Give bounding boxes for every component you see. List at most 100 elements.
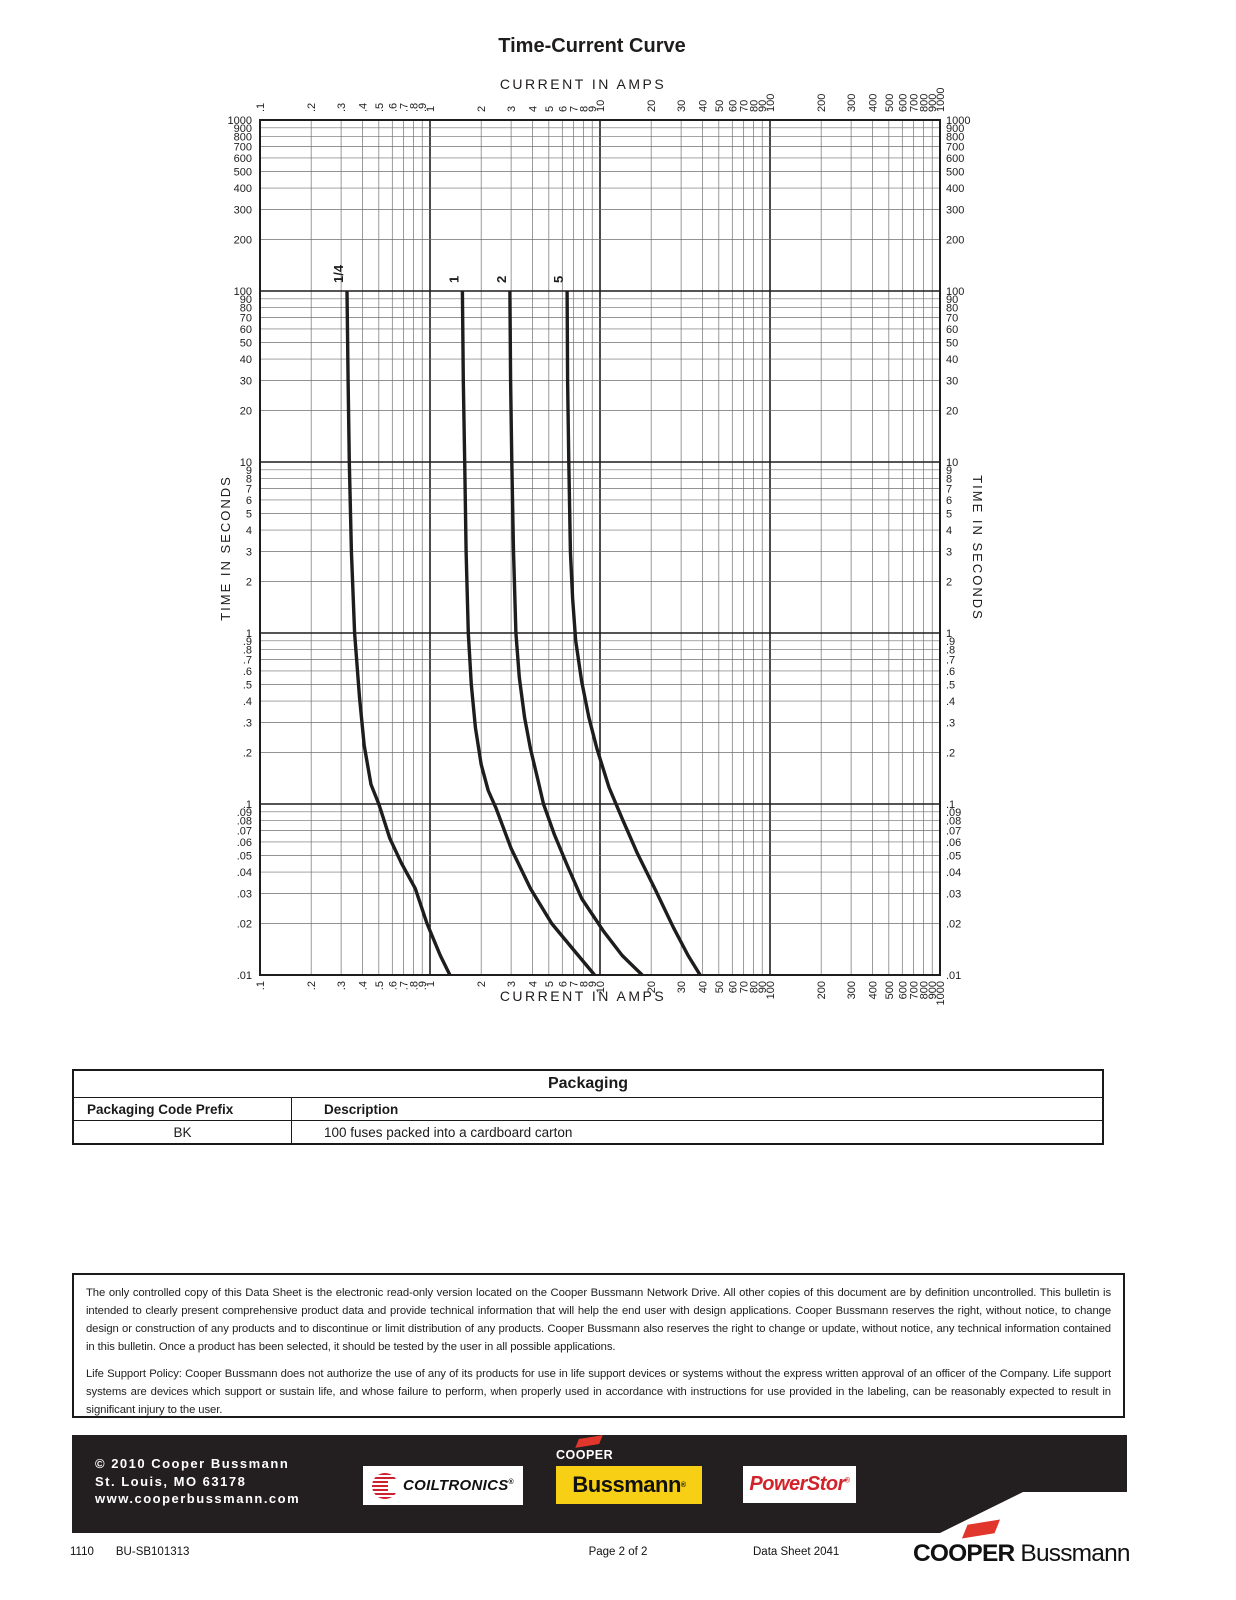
svg-text:30: 30 — [676, 981, 688, 993]
svg-text:70: 70 — [739, 981, 751, 993]
svg-text:4: 4 — [527, 106, 539, 112]
svg-text:1: 1 — [246, 628, 252, 640]
svg-text:9: 9 — [946, 465, 952, 477]
svg-text:200: 200 — [816, 94, 828, 112]
svg-text:60: 60 — [727, 100, 739, 112]
svg-text:60: 60 — [240, 324, 252, 336]
svg-text:.9: .9 — [946, 636, 955, 648]
svg-text:.05: .05 — [946, 850, 961, 862]
svg-text:5: 5 — [544, 106, 556, 112]
svg-text:80: 80 — [240, 303, 252, 315]
svg-text:.02: .02 — [237, 919, 252, 931]
svg-text:500: 500 — [884, 94, 896, 112]
svg-text:20: 20 — [646, 981, 658, 993]
svg-text:300: 300 — [946, 204, 964, 216]
svg-text:2: 2 — [476, 981, 488, 987]
svg-text:200: 200 — [234, 235, 252, 247]
svg-text:.09: .09 — [946, 807, 961, 819]
svg-text:8: 8 — [579, 106, 591, 112]
svg-text:50: 50 — [714, 100, 726, 112]
svg-text:.7: .7 — [399, 103, 411, 112]
svg-text:70: 70 — [739, 100, 751, 112]
copyright-line: © 2010 Cooper Bussmann — [95, 1456, 290, 1471]
svg-text:.08: .08 — [946, 816, 961, 828]
svg-text:500: 500 — [946, 166, 964, 178]
svg-text:.8: .8 — [409, 103, 421, 112]
svg-text:9: 9 — [246, 465, 252, 477]
svg-text:.4: .4 — [946, 696, 955, 708]
svg-text:.03: .03 — [946, 888, 961, 900]
svg-text:20: 20 — [946, 406, 958, 418]
svg-text:100: 100 — [946, 286, 964, 298]
svg-text:200: 200 — [946, 235, 964, 247]
svg-text:.08: .08 — [237, 816, 252, 828]
svg-text:.5: .5 — [946, 679, 955, 691]
svg-text:2: 2 — [946, 577, 952, 589]
svg-text:.1: .1 — [243, 799, 252, 811]
svg-text:4: 4 — [246, 525, 252, 537]
svg-text:3: 3 — [246, 546, 252, 558]
svg-text:10: 10 — [595, 100, 607, 112]
footer-page-number: Page 2 of 2 — [588, 1546, 648, 1558]
svg-text:.5: .5 — [374, 981, 386, 990]
svg-text:5: 5 — [946, 508, 952, 520]
svg-text:.07: .07 — [946, 825, 961, 837]
packaging-table: Packaging Packaging Code Prefix Descript… — [72, 1069, 1104, 1145]
svg-text:TIME IN SECONDS: TIME IN SECONDS — [970, 475, 985, 621]
svg-text:1000: 1000 — [946, 115, 970, 127]
svg-text:1/4: 1/4 — [331, 264, 346, 283]
disclaimer-box: The only controlled copy of this Data Sh… — [72, 1273, 1125, 1418]
coiltronics-c-icon — [372, 1472, 400, 1499]
svg-text:400: 400 — [946, 183, 964, 195]
svg-text:.01: .01 — [237, 970, 252, 982]
svg-text:600: 600 — [897, 94, 909, 112]
svg-text:10: 10 — [595, 981, 607, 993]
svg-text:1000: 1000 — [935, 981, 947, 1005]
coiltronics-logo: COILTRONICS® — [363, 1466, 523, 1505]
packaging-table-title: Packaging — [547, 1075, 629, 1092]
svg-text:1: 1 — [425, 106, 437, 112]
svg-text:200: 200 — [816, 981, 828, 999]
table-row: BK 100 fuses packed into a cardboard car… — [74, 1120, 1102, 1143]
svg-text:TIME IN SECONDS: TIME IN SECONDS — [218, 475, 233, 621]
svg-text:.09: .09 — [237, 807, 252, 819]
svg-text:500: 500 — [884, 981, 896, 999]
svg-text:6: 6 — [557, 981, 569, 987]
svg-text:70: 70 — [240, 312, 252, 324]
svg-text:.9: .9 — [243, 636, 252, 648]
svg-text:400: 400 — [867, 981, 879, 999]
svg-text:600: 600 — [946, 153, 964, 165]
bussmann-wordmark: Bussmann ® — [556, 1466, 702, 1504]
svg-text:700: 700 — [909, 981, 921, 999]
svg-text:50: 50 — [240, 337, 252, 349]
svg-text:7: 7 — [569, 106, 581, 112]
footer-document-codes: 1110 BU-SB101313 — [70, 1546, 211, 1558]
svg-text:5: 5 — [246, 508, 252, 520]
footer-code-2: BU-SB101313 — [115, 1546, 190, 1558]
svg-text:CURRENT IN AMPS: CURRENT IN AMPS — [500, 76, 666, 92]
svg-text:.1: .1 — [255, 981, 267, 990]
svg-text:.01: .01 — [946, 970, 961, 982]
svg-text:10: 10 — [240, 457, 252, 469]
svg-text:8: 8 — [579, 981, 591, 987]
svg-text:9: 9 — [587, 106, 599, 112]
svg-text:.3: .3 — [336, 981, 348, 990]
svg-text:30: 30 — [676, 100, 688, 112]
svg-text:.3: .3 — [336, 103, 348, 112]
svg-text:3: 3 — [506, 981, 518, 987]
cooper-parallelogram-icon — [961, 1519, 1001, 1539]
svg-text:7: 7 — [946, 483, 952, 495]
svg-text:400: 400 — [234, 183, 252, 195]
svg-text:700: 700 — [234, 141, 252, 153]
svg-text:Time-Current Curve: Time-Current Curve — [498, 35, 685, 57]
registered-mark: ® — [844, 1477, 850, 1485]
svg-text:90: 90 — [946, 294, 958, 306]
svg-text:.3: .3 — [946, 717, 955, 729]
svg-text:300: 300 — [846, 94, 858, 112]
svg-text:1000: 1000 — [228, 115, 252, 127]
svg-text:.7: .7 — [243, 654, 252, 666]
svg-text:40: 40 — [946, 354, 958, 366]
svg-text:30: 30 — [946, 375, 958, 387]
svg-text:80: 80 — [749, 981, 761, 993]
